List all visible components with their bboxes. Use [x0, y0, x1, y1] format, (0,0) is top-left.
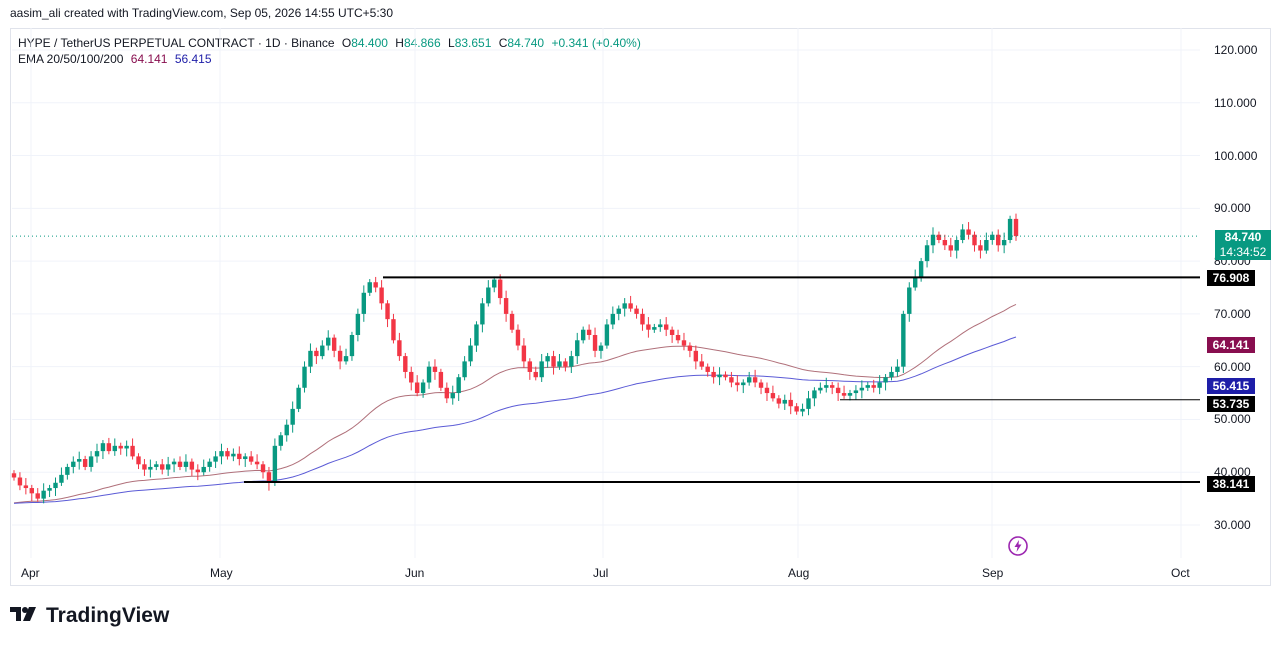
- time-axis-label: Oct: [1171, 566, 1190, 580]
- price-axis-label: 120.000: [1214, 43, 1258, 57]
- low-value: 83.651: [454, 36, 492, 50]
- high-label: H: [395, 36, 404, 50]
- tradingview-wordmark: TradingView: [46, 604, 170, 627]
- change-value: +0.341 (+0.40%): [551, 36, 641, 50]
- ema-value-1: 64.141: [130, 52, 168, 66]
- support-low-tag: 38.141: [1207, 476, 1255, 492]
- tradingview-mark-icon: [10, 605, 40, 628]
- price-axis-label: 70.000: [1214, 306, 1251, 321]
- time-axis-label: Aug: [788, 566, 810, 580]
- ema-value-2: 56.415: [174, 52, 212, 66]
- ema-label[interactable]: EMA 20/50/100/200: [18, 52, 124, 66]
- chart-legend: HYPE / TetherUS PERPETUAL CONTRACT · 1D …: [18, 35, 641, 67]
- price-axis-label: 100.000: [1214, 148, 1258, 163]
- countdown-value: 14:34:52: [1219, 245, 1267, 259]
- symbol-title[interactable]: HYPE / TetherUS PERPETUAL CONTRACT · 1D …: [18, 36, 335, 50]
- open-value: 84.400: [351, 36, 388, 50]
- time-axis-label: Sep: [982, 566, 1004, 580]
- open-label: O: [341, 36, 352, 50]
- price-axis-label: 50.000: [1214, 412, 1251, 427]
- chart-credit: aasim_ali created with TradingView.com, …: [10, 6, 394, 20]
- ema-row: EMA 20/50/100/200 64.141 56.415: [18, 51, 641, 67]
- price-axis-label: 110.000: [1214, 95, 1257, 110]
- lightning-icon[interactable]: [1007, 535, 1029, 557]
- close-value: 84.740: [507, 36, 545, 50]
- low-label: L: [448, 36, 455, 50]
- time-axis-label: Jun: [405, 566, 425, 580]
- ema-tag-b: 56.415: [1207, 378, 1255, 394]
- ohlc-row: HYPE / TetherUS PERPETUAL CONTRACT · 1D …: [18, 35, 641, 51]
- time-axis-label: May: [210, 566, 233, 580]
- price-axis-label: 60.000: [1214, 359, 1251, 374]
- ema-tag-a: 64.141: [1207, 337, 1255, 353]
- time-axis-label: Apr: [21, 566, 40, 580]
- high-value: 84.866: [403, 36, 441, 50]
- last-price-value: 84.740: [1224, 230, 1262, 244]
- support-mid-tag: 53.735: [1207, 396, 1255, 412]
- chart-panel[interactable]: [10, 28, 1271, 586]
- time-axis-label: Jul: [593, 566, 609, 580]
- price-axis-label: 40.000: [1214, 465, 1251, 480]
- tradingview-logo: TradingView: [10, 604, 169, 628]
- price-axis-label: 30.000: [1214, 518, 1251, 532]
- last-price-tag: 84.740 14:34:52: [1215, 230, 1271, 260]
- resistance-tag: 76.908: [1207, 270, 1255, 286]
- price-axis-label: 90.000: [1214, 201, 1251, 216]
- close-label: C: [498, 36, 508, 50]
